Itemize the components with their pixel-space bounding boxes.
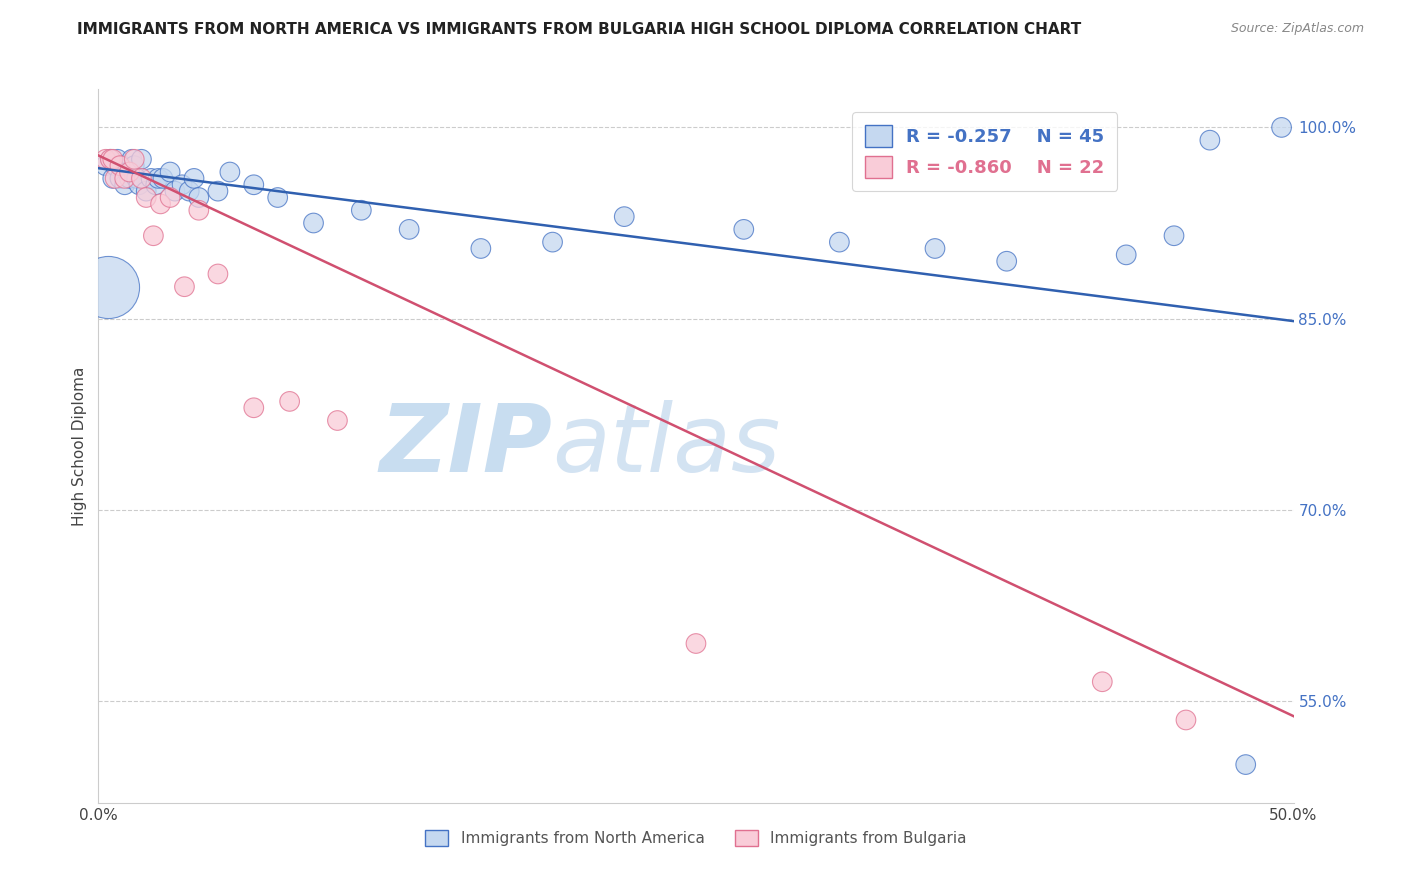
Point [278,394,301,409]
Point [101,153,124,167]
Point [152,171,174,186]
Point [114,178,136,192]
Point [104,171,127,186]
Point [104,159,127,173]
Point [207,267,229,281]
Point [995,254,1018,268]
Point [172,178,194,192]
Text: IMMIGRANTS FROM NORTH AMERICA VS IMMIGRANTS FROM BULGARIA HIGH SCHOOL DIPLOMA CO: IMMIGRANTS FROM NORTH AMERICA VS IMMIGRA… [77,22,1081,37]
Point [1234,757,1257,772]
Point [145,178,167,192]
Point [125,171,148,186]
Point [114,171,136,186]
Point [135,184,157,198]
Point [207,184,229,198]
Point [163,184,186,198]
Point [1271,120,1294,135]
Point [1115,248,1137,262]
Point [187,203,209,218]
Point [97,279,120,293]
Point [267,190,290,204]
Point [94,153,117,167]
Point [470,242,492,256]
Point [149,197,172,211]
Point [108,159,131,173]
Point [183,171,205,186]
Point [118,171,141,186]
Point [733,222,755,236]
Point [94,159,117,173]
Point [101,171,124,186]
Point [107,153,129,167]
Point [243,401,266,415]
Y-axis label: High School Diploma: High School Diploma [72,367,87,525]
Point [187,190,209,204]
Point [98,153,122,167]
Point [1199,133,1222,147]
Point [179,184,201,198]
Point [142,228,165,243]
Point [685,636,707,650]
Text: ZIP: ZIP [380,400,553,492]
Point [541,235,564,249]
Point [1175,713,1198,727]
Point [159,165,181,179]
Point [148,171,170,186]
Point [131,153,153,167]
Legend: Immigrants from North America, Immigrants from Bulgaria: Immigrants from North America, Immigrant… [419,824,973,852]
Point [131,171,153,186]
Point [1091,674,1114,689]
Point [124,159,146,173]
Point [118,165,141,179]
Point [243,178,266,192]
Point [613,210,636,224]
Point [108,171,131,186]
Point [135,190,157,204]
Point [159,190,181,204]
Point [219,165,242,179]
Point [828,235,851,249]
Point [1163,228,1185,243]
Point [111,159,134,173]
Point [350,203,373,218]
Text: atlas: atlas [553,401,780,491]
Point [302,216,325,230]
Point [173,279,195,293]
Point [139,171,162,186]
Point [121,153,143,167]
Point [115,165,138,179]
Point [124,153,146,167]
Point [326,413,349,427]
Point [98,153,122,167]
Point [924,242,946,256]
Point [398,222,420,236]
Text: Source: ZipAtlas.com: Source: ZipAtlas.com [1230,22,1364,36]
Point [128,178,150,192]
